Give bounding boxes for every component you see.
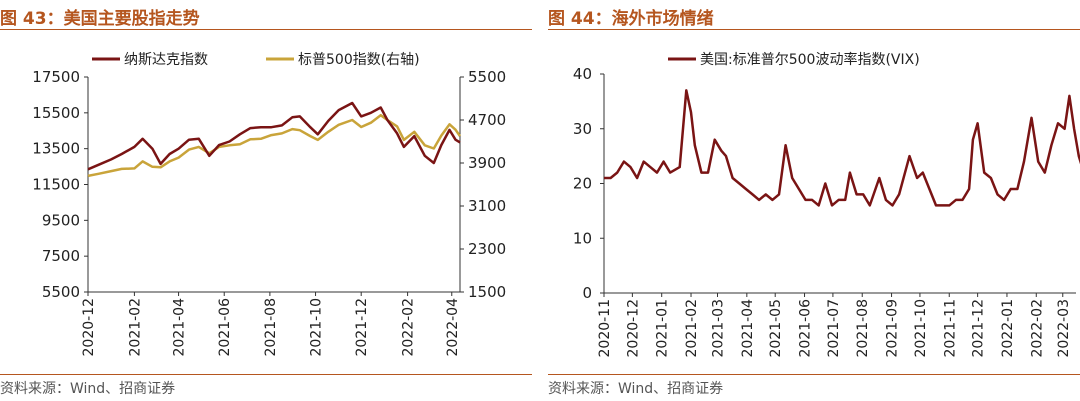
x-tick-label: 2020-12 — [625, 299, 641, 358]
right-y-tick-label: 4700 — [468, 111, 506, 129]
x-tick-label: 2021-08 — [263, 298, 279, 357]
y-tick-label: 40 — [573, 65, 592, 83]
sp500-series-line — [87, 113, 462, 178]
figure-title: 图 44：海外市场情绪 — [548, 9, 714, 29]
y-tick-label: 10 — [573, 229, 592, 247]
x-tick-label: 2022-04 — [445, 298, 461, 357]
left-y-tick-label: 11500 — [32, 176, 80, 194]
x-tick-label: 2021-04 — [740, 299, 756, 358]
title-divider — [0, 29, 532, 30]
x-tick-label: 2021-01 — [655, 299, 671, 358]
source-divider — [548, 374, 1080, 375]
left-y-tick-label: 7500 — [42, 247, 80, 265]
legend-label-vix: 美国:标准普尔500波动率指数(VIX) — [700, 51, 920, 68]
legend-label-sp500: 标普500指数(右轴) — [298, 52, 420, 68]
y-tick-label: 20 — [573, 175, 592, 193]
nasdaq-series-line — [87, 101, 461, 171]
title-divider — [548, 29, 1080, 30]
right-y-tick-label: 2300 — [468, 240, 506, 258]
figure-43-panel: 图 43：美国主要股指走势 5500 7500 9500 11500 13500 1550… — [0, 0, 532, 401]
figure-44-panel: 图 44：海外市场情绪 0 10 20 30 40 2020-11 2020-12 2021-… — [548, 0, 1080, 401]
x-tick-label: 2021-09 — [885, 299, 901, 358]
source-note: 资料来源：Wind、招商证券 — [548, 381, 724, 397]
x-tick-label: 2022-01 — [1000, 299, 1016, 358]
x-tick-label: 2021-12 — [971, 299, 987, 358]
x-tick-label: 2021-04 — [172, 298, 188, 357]
right-y-tick-label: 3900 — [468, 154, 506, 172]
left-y-tick-label: 9500 — [42, 211, 80, 229]
x-tick-label: 2021-07 — [826, 299, 842, 358]
source-divider — [0, 374, 532, 375]
x-tick-label: 2021-06 — [217, 298, 233, 357]
right-y-tick-label: 1500 — [468, 283, 506, 301]
x-tick-label: 2022-03 — [1056, 299, 1072, 358]
right-y-tick-label: 3100 — [468, 197, 506, 215]
stock-index-line-chart: 5500 7500 9500 11500 13500 15500 17500 1500 2300… — [32, 52, 506, 357]
x-tick-label: 2021-06 — [798, 299, 814, 358]
x-tick-label: 2021-05 — [768, 299, 784, 358]
y-tick-label: 30 — [573, 120, 592, 138]
vix-line-chart: 0 10 20 30 40 2020-11 2020-12 2021-01 2021-02 202… — [573, 51, 1080, 358]
left-y-tick-label: 15500 — [32, 104, 80, 122]
x-tick-label: 2021-10 — [309, 298, 325, 357]
x-tick-label: 2021-10 — [913, 299, 929, 358]
vix-series-line — [604, 89, 1080, 207]
left-y-tick-label: 17500 — [32, 68, 80, 86]
figure-title: 图 43：美国主要股指走势 — [0, 9, 200, 29]
legend-label-nasdaq: 纳斯达克指数 — [124, 52, 208, 68]
x-tick-label: 2020-12 — [81, 298, 97, 357]
x-tick-label: 2021-02 — [684, 299, 700, 358]
x-tick-label: 2021-11 — [942, 299, 958, 358]
x-tick-label: 2022-02 — [401, 298, 417, 357]
left-y-tick-label: 13500 — [32, 140, 80, 158]
x-tick-label: 2022-02 — [1029, 299, 1045, 358]
x-tick-label: 2021-08 — [855, 299, 871, 358]
y-tick-label: 0 — [582, 284, 592, 302]
right-y-tick-label: 5500 — [468, 68, 506, 86]
x-tick-label: 2021-03 — [711, 299, 727, 358]
source-note: 资料来源：Wind、招商证券 — [0, 381, 176, 397]
x-tick-label: 2021-12 — [354, 298, 370, 357]
x-tick-label: 2021-02 — [127, 298, 143, 357]
left-y-tick-label: 5500 — [42, 283, 80, 301]
x-tick-label: 2020-11 — [597, 299, 613, 358]
